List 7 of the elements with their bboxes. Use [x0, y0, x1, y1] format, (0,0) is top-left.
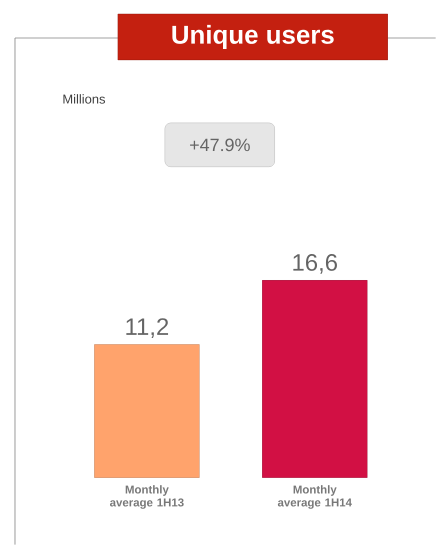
data-label: 11,2 [126, 318, 168, 338]
x-tick-label: Monthly average 1H14 [278, 485, 352, 509]
text: +47.9% [190, 138, 250, 152]
chart-title: Unique users [172, 24, 334, 50]
text: Millions [63, 94, 106, 104]
x-tick-label: Monthly average 1H13 [110, 485, 184, 509]
data-label: 16,6 [293, 254, 337, 274]
